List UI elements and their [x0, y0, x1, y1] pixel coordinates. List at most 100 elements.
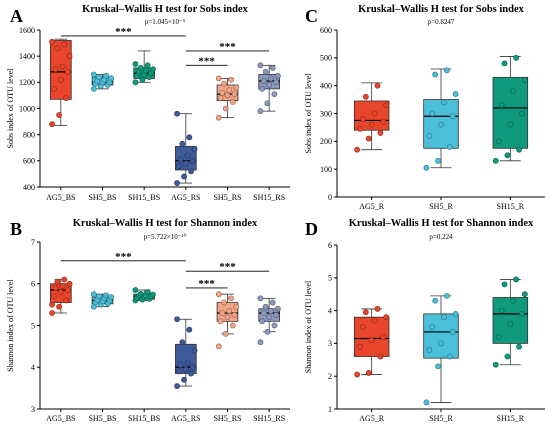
data-point	[498, 102, 505, 109]
data-point	[371, 317, 378, 324]
data-point	[257, 295, 264, 302]
chart-title: Kruskal–Wallis H test for Sobs index	[82, 4, 249, 15]
y-tick-label: 4	[328, 306, 332, 315]
y-tick-label: 0	[328, 193, 332, 202]
x-tick-label: SH5_R	[429, 202, 453, 211]
data-point	[54, 278, 61, 285]
data-point	[429, 110, 436, 117]
data-point	[132, 287, 139, 293]
x-tick-label: AG5_BS	[46, 193, 75, 202]
box-rect	[258, 74, 280, 90]
data-point	[108, 75, 115, 82]
data-point	[452, 91, 459, 97]
chart-subtitle: p=1.045×10⁻⁵	[145, 18, 186, 26]
data-point	[262, 303, 269, 310]
data-point	[504, 353, 511, 360]
x-tick-label: AG5_RS	[171, 193, 200, 202]
data-point	[57, 76, 64, 83]
y-tick-label: 200	[320, 137, 332, 146]
data-point	[269, 299, 276, 306]
data-point	[259, 85, 266, 92]
data-point	[66, 280, 73, 287]
data-point	[137, 65, 144, 71]
x-tick-label: SH15_RS	[253, 414, 285, 423]
chart-subtitle: p=5.722×10⁻¹⁰	[144, 233, 187, 241]
data-point	[264, 328, 271, 335]
x-tick-label: SH5_R	[429, 414, 453, 423]
x-tick-label: AG5_BS	[46, 414, 75, 423]
data-point	[273, 79, 280, 86]
data-point	[186, 326, 193, 333]
data-point	[365, 135, 372, 142]
data-point	[63, 95, 69, 101]
data-point	[175, 368, 182, 375]
data-point	[228, 295, 234, 302]
data-point	[374, 306, 381, 312]
data-point	[441, 99, 447, 106]
data-point	[50, 85, 57, 92]
data-point	[54, 45, 61, 52]
data-point	[64, 287, 71, 293]
data-point	[179, 140, 186, 147]
data-point	[380, 333, 387, 340]
panel-d: D Kruskal–Wallis H test for Shannon index…	[304, 218, 545, 423]
data-point	[233, 84, 240, 91]
data-point	[221, 80, 227, 87]
significance-label: ***	[219, 261, 236, 273]
panel-letter: C	[305, 6, 318, 26]
data-point	[446, 353, 453, 360]
data-point	[510, 88, 517, 95]
data-point	[275, 305, 281, 312]
box-sh5-r	[423, 292, 459, 406]
y-axis-label: Shannon index of OTU level	[6, 279, 15, 372]
y-tick-label: 5	[31, 321, 35, 330]
data-point	[492, 361, 499, 368]
data-point	[182, 366, 189, 373]
data-point	[219, 89, 226, 96]
panel-a: A Kruskal–Wallis H test for Sobs index p=1…	[6, 4, 290, 202]
y-tick-label: 1	[328, 405, 332, 414]
data-point	[371, 110, 378, 117]
data-point	[380, 118, 387, 125]
data-point	[513, 54, 520, 61]
data-point	[360, 116, 366, 122]
data-point	[438, 121, 444, 128]
data-point	[215, 291, 222, 298]
data-point	[377, 130, 384, 136]
data-point	[184, 152, 191, 159]
data-point	[368, 337, 375, 344]
data-point	[504, 152, 511, 159]
data-point	[49, 301, 55, 308]
data-point	[229, 322, 236, 329]
data-point	[215, 114, 222, 121]
data-point	[495, 138, 502, 145]
data-point	[66, 53, 73, 60]
data-point	[438, 340, 444, 347]
data-point	[452, 310, 459, 317]
data-point	[59, 63, 66, 70]
y-tick-label: 100	[320, 165, 332, 174]
data-point	[501, 281, 508, 288]
box-rect	[50, 40, 72, 100]
data-point	[354, 146, 361, 153]
chart-subtitle: p=0.8247	[428, 18, 455, 26]
data-point	[441, 314, 447, 321]
data-point	[354, 371, 361, 378]
data-point	[174, 316, 180, 323]
data-point	[429, 324, 436, 330]
data-point	[177, 362, 184, 369]
data-point	[57, 289, 64, 295]
box-sh5-r	[423, 67, 459, 171]
data-point	[188, 168, 194, 175]
box-ag5-rs	[174, 316, 198, 389]
data-point	[383, 102, 390, 109]
panel-letter: A	[10, 6, 23, 26]
y-tick-label: 600	[320, 26, 332, 35]
data-point	[150, 66, 156, 73]
y-tick-label: 1000	[19, 104, 35, 113]
data-point	[226, 87, 233, 94]
y-axis-label: Sobs index of OTU level	[6, 68, 15, 149]
significance-label: ***	[219, 41, 236, 53]
data-point	[222, 105, 229, 112]
